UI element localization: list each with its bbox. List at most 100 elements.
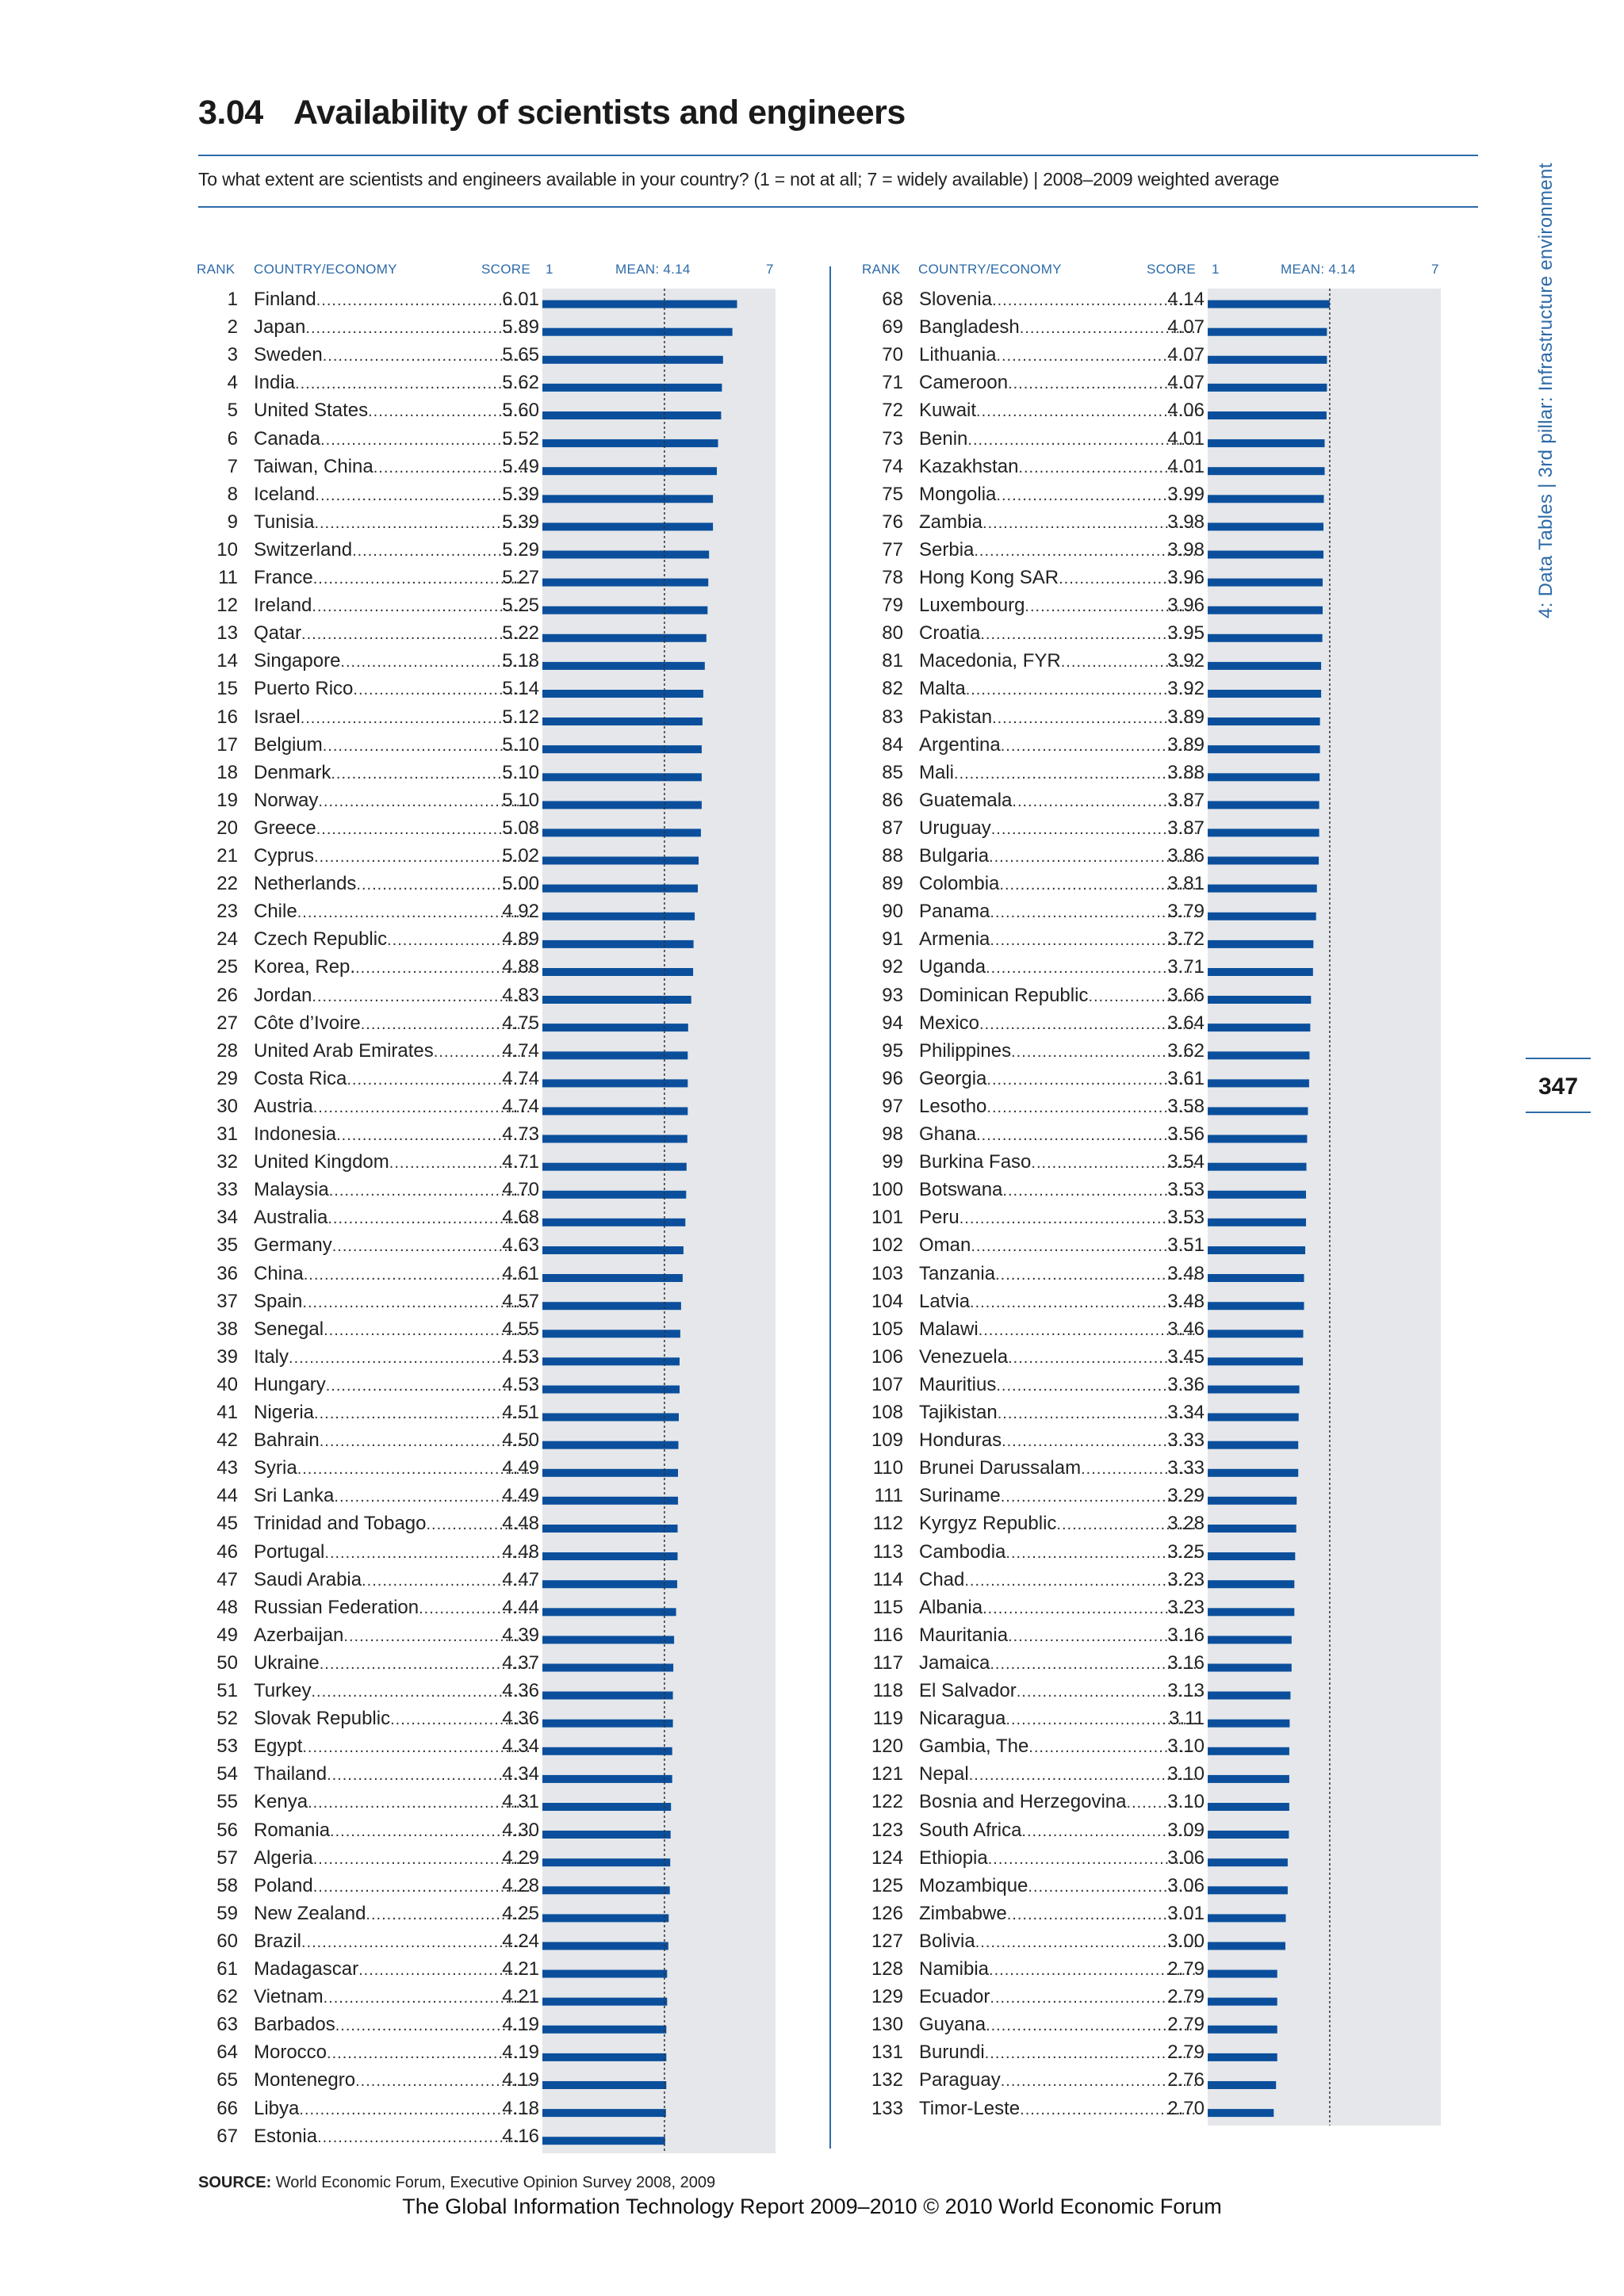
dot-leader: ........................................… [1008,375,1197,392]
dot-leader: ........................................… [335,2017,531,2034]
country-cell: Tajikistan..............................… [919,1402,1197,1425]
dot-leader: ........................................… [318,793,531,810]
table-row: 87 Uruguay...............................… [864,817,1212,845]
country-name: Trinidad and Tobago [254,1513,427,1534]
rank-cell: 50 [216,1652,238,1674]
score-cell: 5.18 [502,650,539,672]
country-name: Estonia [254,2126,318,2147]
table-row: 84 Argentina.............................… [864,734,1212,762]
dot-leader: ........................................… [312,988,531,1005]
country-cell: Honduras................................… [919,1429,1197,1453]
rank-cell: 46 [216,1541,238,1563]
rank-cell: 114 [872,1569,903,1590]
score-bar [542,1274,683,1282]
table-row: 27 Côte d’Ivoire.........................… [198,1012,547,1040]
country-cell: Thailand................................… [254,1763,531,1787]
rank-cell: 90 [882,901,903,922]
dot-leader: ........................................… [343,1628,531,1645]
table-row: 116 Mauritania...........................… [864,1624,1212,1652]
country-name: Singapore [254,650,341,672]
score-bar [542,996,691,1004]
rank-cell: 27 [216,1012,238,1034]
rank-cell: 67 [216,2126,238,2147]
score-cell: 4.16 [502,2126,539,2147]
dot-leader: ........................................… [295,375,531,392]
score-bar [1208,690,1322,698]
country-cell: Puerto Rico.............................… [254,678,531,702]
score-bar [1208,884,1317,893]
dot-leader: ........................................… [986,1071,1197,1089]
country-name: Zambia [919,511,983,533]
dot-leader: ........................................… [1021,1823,1197,1840]
rank-cell: 29 [216,1068,238,1089]
country-cell: Serbia..................................… [919,539,1197,563]
table-row: 101 Peru.................................… [864,1207,1212,1234]
rank-cell: 72 [882,400,903,421]
country-cell: Brazil..................................… [254,1931,531,1954]
rank-cell: 8 [227,484,238,505]
country-name: Portugal [254,1541,325,1563]
country-name: New Zealand [254,1903,366,1924]
rank-cell: 32 [216,1151,238,1173]
country-name: Spain [254,1291,303,1312]
country-cell: El Salvador.............................… [919,1680,1197,1704]
rank-cell: 66 [216,2098,238,2119]
country-name: Malaysia [254,1179,329,1200]
country-cell: Kenya...................................… [254,1791,531,1815]
dot-leader: ........................................… [965,681,1197,698]
score-cell: 3.98 [1167,511,1205,533]
scale-min-label-left: 1 [546,262,553,277]
score-cell: 3.79 [1167,901,1205,922]
rank-cell: 23 [216,901,238,922]
country-cell: Malaysia................................… [254,1179,531,1203]
dot-leader: ........................................… [347,1071,531,1089]
rank-cell: 41 [216,1402,238,1423]
rank-cell: 128 [871,1958,903,1980]
table-row: 46 Portugal..............................… [198,1541,547,1569]
country-name: Venezuela [919,1346,1009,1368]
rank-cell: 12 [216,595,238,616]
country-name: Serbia [919,539,975,561]
table-row: 18 Denmark...............................… [198,762,547,790]
rank-cell: 34 [216,1207,238,1228]
dot-leader: ........................................… [986,959,1197,977]
table-row: 121 Nepal................................… [864,1763,1212,1791]
score-cell: 5.12 [502,706,539,728]
country-cell: Lithuania...............................… [919,344,1197,368]
country-name: Slovak Republic [254,1708,391,1729]
rank-cell: 10 [216,539,238,561]
score-cell: 4.71 [502,1151,539,1173]
score-bar [542,1719,673,1728]
country-name: Argentina [919,734,1001,756]
score-cell: 2.79 [1167,2042,1205,2063]
score-cell: 4.49 [502,1457,539,1479]
rank-cell: 125 [871,1875,903,1896]
table-row: 61 Madagascar............................… [198,1958,547,1986]
country-cell: Hungary.................................… [254,1374,531,1398]
country-name: Canada [254,428,321,450]
country-name: Burkina Faso [919,1151,1032,1173]
dot-leader: ........................................… [968,1766,1197,1784]
country-cell: France..................................… [254,567,531,591]
dot-leader: ........................................… [314,515,531,532]
table-row: 125 Mozambique...........................… [864,1875,1212,1903]
country-name: Cyprus [254,845,315,867]
rank-header-right: RANK [862,262,901,277]
table-row: 78 Hong Kong SAR.........................… [864,567,1212,595]
score-bar [1208,1468,1299,1477]
table-row: 120 Gambia, The..........................… [864,1735,1212,1763]
table-row: 12 Ireland...............................… [198,595,547,622]
rank-cell: 63 [216,2014,238,2035]
rank-cell: 18 [216,762,238,783]
country-name: Morocco [254,2042,327,2063]
country-name: Puerto Rico [254,678,354,699]
rank-cell: 103 [871,1263,903,1284]
country-name: Benin [919,428,968,450]
score-cell: 3.92 [1167,650,1205,672]
country-name: Colombia [919,873,1000,894]
dot-leader: ........................................… [302,1294,531,1311]
country-name: Belgium [254,734,323,756]
country-name: Sri Lanka [254,1485,335,1506]
score-header-left: SCORE [481,262,530,277]
rank-cell: 51 [216,1680,238,1701]
